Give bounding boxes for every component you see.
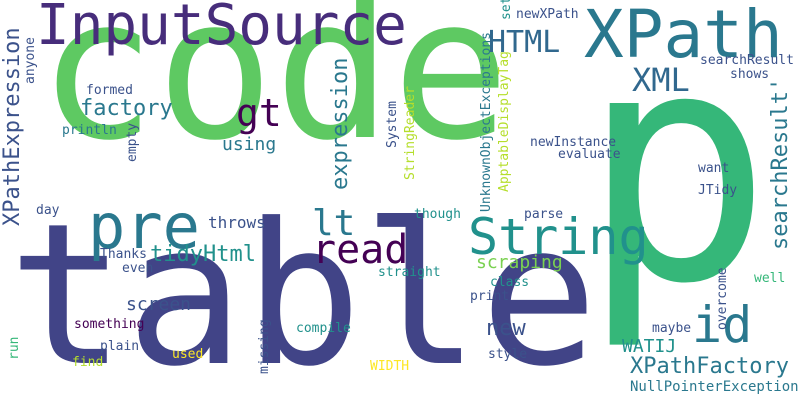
word-searchresult-quote: searchResult' <box>768 77 793 250</box>
word-shows: shows <box>730 67 770 82</box>
word-pre: pre <box>88 190 200 263</box>
word-read: read <box>312 227 409 273</box>
word-run: run <box>7 336 22 360</box>
word-jtidy: JTidy <box>698 183 738 198</box>
word-new: new <box>486 316 526 341</box>
word-xml: XML <box>632 61 690 99</box>
word-class: class <box>490 275 530 290</box>
word-thanks: Thanks <box>100 247 147 262</box>
word-p: p <box>580 0 773 354</box>
word-lt: lt <box>312 203 356 244</box>
word-evaluate: evaluate <box>558 147 621 162</box>
word-nullpointerexceptions: NullPointerExceptions <box>630 379 800 395</box>
word-id: id <box>692 296 753 354</box>
word-anyone: anyone <box>23 37 38 84</box>
word-stringreader: StringReader <box>403 86 418 180</box>
word-print: print <box>470 289 510 304</box>
word-apptabledisplaytag: ApptableDisplayTag <box>497 51 512 192</box>
word-used: used <box>172 347 204 362</box>
word-scraping: scraping <box>476 252 563 273</box>
word-gt: gt <box>236 91 282 135</box>
word-day: day <box>36 203 60 218</box>
word-style: style <box>488 347 528 362</box>
word-throws: throws <box>208 213 266 232</box>
word-want: want <box>698 161 730 176</box>
word-tidyhtml: tidyHtml <box>150 242 256 267</box>
word-even: even <box>122 261 154 276</box>
word-newxpath: newXPath <box>516 7 579 22</box>
word-find: find <box>72 355 104 370</box>
word-compile: compile <box>296 321 351 336</box>
word-something: something <box>74 317 145 332</box>
word-searchresult: searchResult <box>700 53 794 68</box>
word-missing: missing <box>257 319 272 374</box>
word-code: code <box>38 0 511 184</box>
word-well: well <box>754 271 786 286</box>
word-inputsource: InputSource <box>36 0 407 58</box>
word-plain: plain <box>100 339 140 354</box>
word-println: println <box>62 123 117 138</box>
word-straight: straight <box>378 265 441 280</box>
word-formed: formed <box>86 83 133 98</box>
word-newinstance: newInstance <box>530 135 617 150</box>
word-though: though <box>414 207 461 222</box>
word-overcome: overcome <box>715 267 730 330</box>
word-parse: parse <box>524 207 564 222</box>
word-unknownobjectexceptions: UnknownObjectExceptions <box>479 31 494 212</box>
word-width: WIDTH <box>370 359 410 374</box>
word-watij: WATIJ <box>622 336 677 357</box>
word-maybe: maybe <box>652 321 692 336</box>
word-xpathexpression: XPathExpression <box>0 27 25 226</box>
word-xpath: XPath <box>584 0 783 73</box>
word-empty: empty <box>125 122 140 162</box>
word-using: using <box>222 134 277 155</box>
word-expression: expression <box>328 57 353 190</box>
word-factory: factory <box>80 96 173 121</box>
word-html: HTML <box>488 25 561 60</box>
word-screen: screen <box>126 294 192 315</box>
word-string: String <box>468 208 649 266</box>
word-table: table <box>8 182 599 400</box>
word-system: System <box>385 101 400 148</box>
word-set: set <box>499 0 514 20</box>
word-xpathfactory: XPathFactory <box>630 354 789 379</box>
